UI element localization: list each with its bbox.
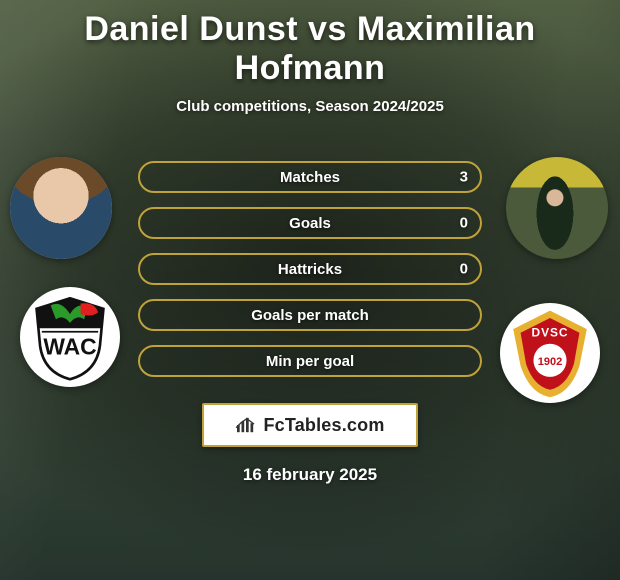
- subtitle: Club competitions, Season 2024/2025: [0, 98, 620, 115]
- stat-label: Goals: [289, 215, 331, 232]
- stat-label: Min per goal: [266, 353, 354, 370]
- chart-icon: [235, 416, 257, 434]
- club-left-code: WAC: [43, 334, 96, 360]
- club-right-year: 1902: [538, 356, 563, 368]
- stat-value: 3: [460, 169, 468, 186]
- player-right-avatar: [506, 157, 608, 259]
- date-text: 16 february 2025: [0, 465, 620, 485]
- stat-value: 0: [460, 261, 468, 278]
- club-right-shield: DVSC 1902: [500, 303, 600, 403]
- club-left-logo: WAC: [20, 287, 120, 387]
- stat-bar-matches: Matches 3: [138, 161, 482, 193]
- player-left-photo: [10, 157, 112, 259]
- stat-bar-hattricks: Hattricks 0: [138, 253, 482, 285]
- player-right-photo: [506, 157, 608, 259]
- club-right-logo: DVSC 1902: [500, 303, 600, 403]
- stat-label: Goals per match: [251, 307, 369, 324]
- comparison-card: Daniel Dunst vs Maximilian Hofmann Club …: [0, 0, 620, 580]
- club-right-code: DVSC: [532, 325, 569, 339]
- player-left-avatar: [10, 157, 112, 259]
- stat-bar-min-per-goal: Min per goal: [138, 345, 482, 377]
- stat-label: Matches: [280, 169, 340, 186]
- club-left-shield: WAC: [20, 287, 120, 387]
- brand-badge: FcTables.com: [202, 403, 418, 447]
- comparison-body: WAC DVSC 1902 Matches 3: [0, 143, 620, 383]
- page-title: Daniel Dunst vs Maximilian Hofmann: [0, 6, 620, 92]
- stat-label: Hattricks: [278, 261, 342, 278]
- stat-value: 0: [460, 215, 468, 232]
- stat-bar-goals-per-match: Goals per match: [138, 299, 482, 331]
- stat-bars: Matches 3 Goals 0 Hattricks 0 Goals per …: [138, 161, 482, 377]
- stat-bar-goals: Goals 0: [138, 207, 482, 239]
- brand-text: FcTables.com: [263, 415, 384, 436]
